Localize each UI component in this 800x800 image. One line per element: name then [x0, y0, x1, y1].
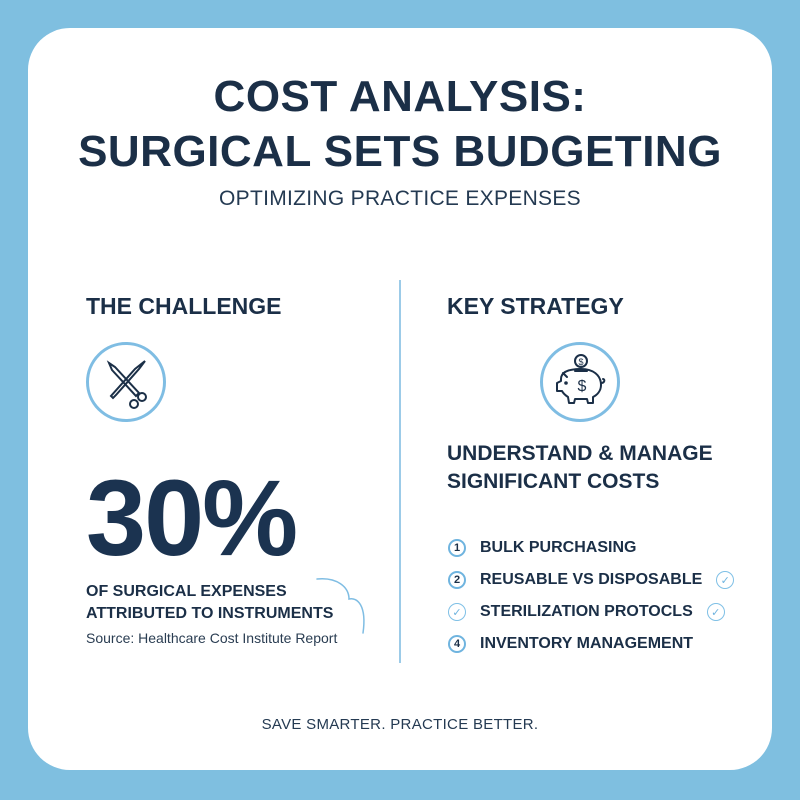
challenge-heading: THE CHALLENGE [86, 293, 282, 319]
strategy-heading: KEY STRATEGY [447, 293, 624, 319]
strategy-tagline-line-1: UNDERSTAND & MANAGE [447, 442, 713, 465]
strategy-list: 1 BULK PURCHASING 2 REUSABLE VS DISPOSAB… [448, 532, 735, 660]
decorative-curve-icon [316, 578, 365, 634]
list-item: 4 INVENTORY MANAGEMENT [448, 628, 734, 660]
number-badge: 2 [448, 571, 466, 589]
piggy-bank-icon: $ $ [540, 342, 620, 422]
footer-tagline: SAVE SMARTER. PRACTICE BETTER. [261, 716, 539, 733]
column-divider [399, 280, 401, 663]
list-item-label: STERILIZATION PROTOCLS [480, 603, 693, 620]
title-line-2: SURGICAL SETS BUDGETING [78, 127, 722, 176]
title-line-1: COST ANALYSIS: [213, 72, 587, 121]
list-item-label: REUSABLE VS DISPOSABLE [480, 571, 703, 588]
surgical-instruments-icon [86, 342, 166, 422]
svg-text:$: $ [578, 357, 583, 367]
list-item: 2 REUSABLE VS DISPOSABLE ✓ [448, 564, 735, 596]
check-circle-icon: ✓ [448, 603, 466, 621]
list-item-label: INVENTORY MANAGEMENT [480, 635, 694, 652]
list-item: ✓ STERILIZATION PROTOCLS ✓ [448, 596, 734, 628]
number-badge: 1 [448, 539, 466, 557]
number-badge: 4 [448, 635, 466, 653]
stat-value: 30% [86, 457, 298, 578]
list-item: 1 BULK PURCHASING [448, 532, 734, 564]
list-item-label: BULK PURCHASING [480, 539, 637, 556]
strategy-tagline-line-2: SIGNIFICANT COSTS [447, 470, 660, 493]
source-citation: Source: Healthcare Cost Institute Report [86, 630, 338, 646]
stat-description-line-2: ATTRIBUTED TO INSTRUMENTS [86, 605, 334, 622]
svg-text:$: $ [578, 378, 587, 395]
check-circle-icon: ✓ [716, 571, 735, 589]
stat-description-line-1: OF SURGICAL EXPENSES [86, 583, 287, 600]
check-circle-icon: ✓ [706, 603, 725, 621]
subtitle: OPTIMIZING PRACTICE EXPENSES [219, 187, 581, 210]
